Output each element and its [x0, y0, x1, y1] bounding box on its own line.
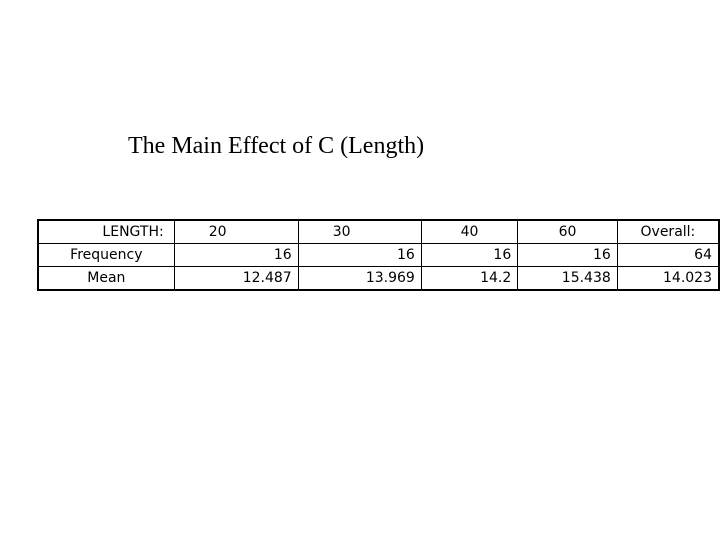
cell: 30 — [297, 219, 422, 244]
row-label: LENGTH: — [37, 219, 175, 244]
data-table: LENGTH: 20 30 40 60 Overall: Frequency 16 16 16 16… — [37, 219, 720, 291]
cell: 16 — [517, 243, 618, 267]
cell: 40 — [420, 219, 519, 244]
cell: 16 — [173, 243, 299, 267]
cell: 16 — [297, 243, 422, 267]
cell: 13.969 — [297, 266, 422, 291]
slide-title: The Main Effect of C (Length) — [128, 133, 425, 159]
table-row: Mean 12.487 13.969 14.2 15.438 14.023 — [37, 266, 720, 291]
cell: 14.2 — [420, 266, 519, 291]
cell: 16 — [420, 243, 519, 267]
cell: 64 — [616, 243, 720, 267]
cell: Overall: — [616, 219, 720, 244]
table-row: LENGTH: 20 30 40 60 Overall: — [37, 219, 720, 244]
row-label: Mean — [37, 266, 175, 291]
cell: 60 — [517, 219, 618, 244]
cell: 14.023 — [616, 266, 720, 291]
cell: 15.438 — [517, 266, 618, 291]
cell: 20 — [173, 219, 299, 244]
row-label: Frequency — [37, 243, 175, 267]
cell: 12.487 — [173, 266, 299, 291]
table-row: Frequency 16 16 16 16 64 — [37, 243, 720, 267]
